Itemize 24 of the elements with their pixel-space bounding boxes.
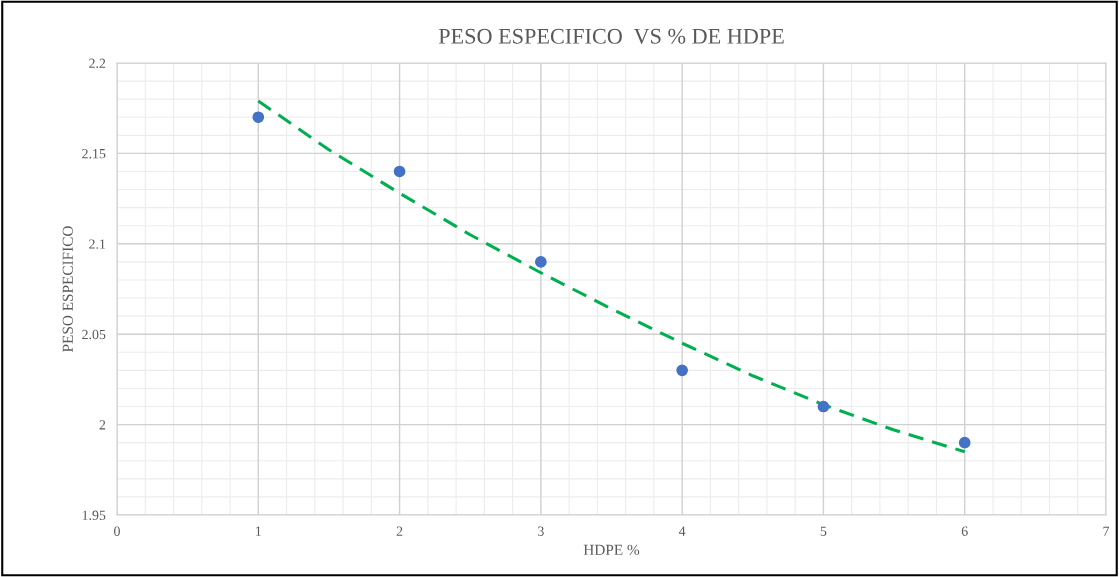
point bbox=[676, 364, 688, 377]
x-tick-label: 4 bbox=[678, 526, 686, 536]
x-tick-label: 0 bbox=[114, 526, 120, 536]
y-tick-label: 2.05 bbox=[82, 329, 106, 340]
point bbox=[252, 111, 265, 124]
y-tick-label: 2.2 bbox=[89, 58, 106, 69]
x-tick-label: 5 bbox=[820, 526, 827, 536]
point bbox=[817, 400, 830, 413]
x-tick-label: 3 bbox=[538, 526, 544, 536]
line-series bbox=[256, 99, 967, 454]
x-tick-label: 7 bbox=[1103, 526, 1110, 536]
x-tick-label: 6 bbox=[961, 526, 968, 536]
x-tick-label: 2 bbox=[396, 526, 403, 536]
y-tick-label: 2 bbox=[99, 420, 106, 430]
y-axis-title: PESO ESPECIFICO bbox=[62, 226, 73, 353]
y-tick-label: 1.95 bbox=[82, 510, 106, 521]
x-axis-title: HDPE % bbox=[583, 544, 640, 556]
x-tick-label: 1 bbox=[256, 526, 261, 536]
point bbox=[393, 165, 406, 178]
y-tick-label: 2.15 bbox=[82, 149, 106, 159]
chart-title: PESO ESPECIFICO VS % DE HDPE bbox=[438, 28, 784, 44]
y-tick-label: 2.1 bbox=[89, 239, 106, 249]
point bbox=[958, 436, 971, 449]
point bbox=[535, 256, 547, 268]
